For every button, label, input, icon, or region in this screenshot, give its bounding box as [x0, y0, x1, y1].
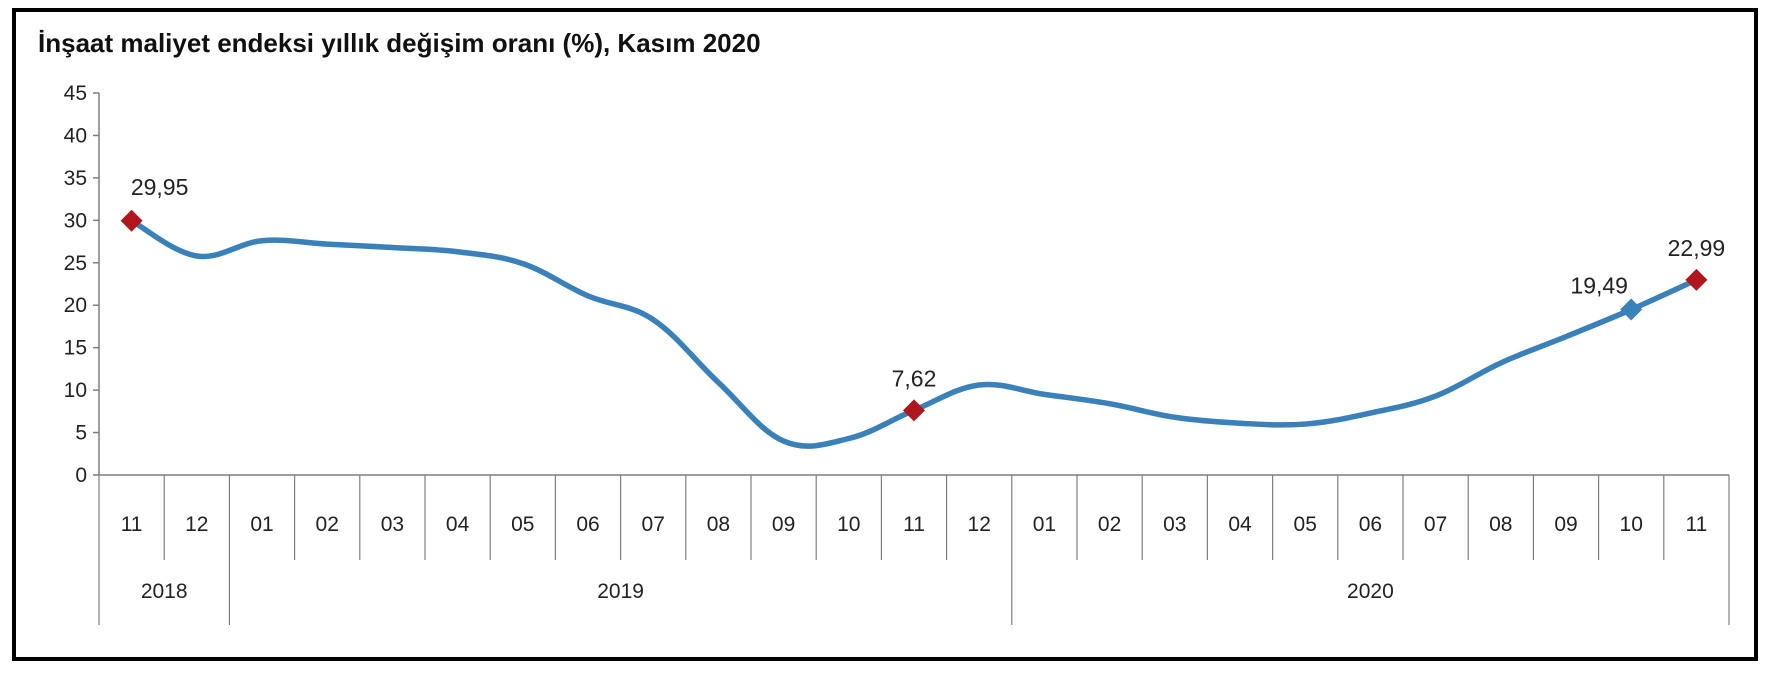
- x-category-label: 10: [837, 513, 860, 536]
- x-category-label: 06: [576, 513, 599, 536]
- year-labels: 2018 2019 2020: [141, 580, 1394, 603]
- x-category-label: 06: [1359, 513, 1382, 536]
- y-tick-label: 25: [64, 252, 87, 275]
- x-category-label: 08: [1489, 513, 1512, 536]
- y-tick-label: 0: [75, 464, 87, 487]
- data-label: 19,49: [1570, 273, 1628, 299]
- y-tick-labels: 0 5 10 15 20 25 30 35 40 45: [64, 82, 87, 487]
- year-label: 2019: [597, 580, 644, 603]
- data-point-marker: [903, 399, 925, 422]
- y-tick-label: 40: [64, 124, 87, 147]
- data-label-group: 29,95 7,62 19,49 22,99: [131, 174, 1725, 392]
- data-label: 22,99: [1668, 235, 1726, 261]
- x-category-label: 03: [381, 513, 404, 536]
- y-tick-label: 35: [64, 167, 87, 190]
- marker-group: [120, 209, 1708, 422]
- y-tick-label: 10: [64, 379, 87, 402]
- x-category-label: 04: [446, 513, 470, 536]
- x-category-label: 11: [121, 513, 143, 536]
- data-point-marker: [120, 209, 143, 232]
- y-tick-label: 20: [64, 294, 87, 317]
- x-category-label: 09: [772, 513, 795, 536]
- x-category-label: 10: [1620, 513, 1643, 536]
- x-category-label: 05: [1294, 513, 1317, 536]
- y-tick-label: 30: [64, 209, 87, 232]
- data-label: 29,95: [131, 174, 189, 200]
- axes: [93, 92, 1730, 625]
- x-category-label: 02: [316, 513, 339, 536]
- x-category-label: 08: [707, 513, 730, 536]
- chart-frame: [12, 8, 1758, 661]
- x-category-label: 09: [1554, 513, 1577, 536]
- data-label: 7,62: [892, 365, 937, 391]
- x-category-label: 12: [185, 513, 208, 536]
- x-category-label: 05: [511, 513, 534, 536]
- data-point-marker: [1620, 298, 1643, 321]
- x-category-label: 02: [1098, 513, 1121, 536]
- y-tick-label: 45: [64, 82, 87, 105]
- y-tick-label: 5: [75, 422, 87, 445]
- x-category-labels: 11 12 01 02 03 04 05 06 07 08 09 10 11 12 01 02 03 04 05 06…: [121, 513, 1708, 536]
- chart-title: İnşaat maliyet endeksi yıllık değişim or…: [38, 28, 761, 58]
- x-category-label: 01: [250, 513, 273, 536]
- x-category-label: 07: [1424, 513, 1447, 536]
- x-category-label: 11: [903, 513, 925, 536]
- x-category-label: 01: [1033, 513, 1056, 536]
- year-label: 2020: [1347, 580, 1394, 603]
- x-category-label: 12: [968, 513, 991, 536]
- year-label: 2018: [141, 580, 188, 603]
- x-category-label: 07: [642, 513, 665, 536]
- data-point-marker: [1685, 268, 1708, 291]
- x-category-label: 11: [1685, 513, 1707, 536]
- x-category-label: 04: [1228, 513, 1252, 536]
- x-category-label: 03: [1163, 513, 1186, 536]
- y-tick-label: 15: [64, 337, 87, 360]
